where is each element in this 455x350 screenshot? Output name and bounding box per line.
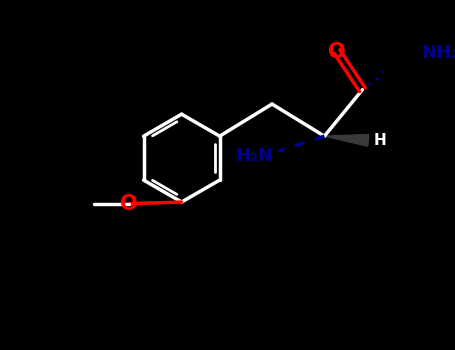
Text: O: O: [121, 194, 138, 214]
Text: H₂N: H₂N: [236, 147, 274, 164]
Text: O: O: [328, 42, 346, 62]
Text: NH₂: NH₂: [421, 44, 455, 62]
Text: H: H: [374, 133, 386, 148]
Polygon shape: [324, 134, 369, 146]
